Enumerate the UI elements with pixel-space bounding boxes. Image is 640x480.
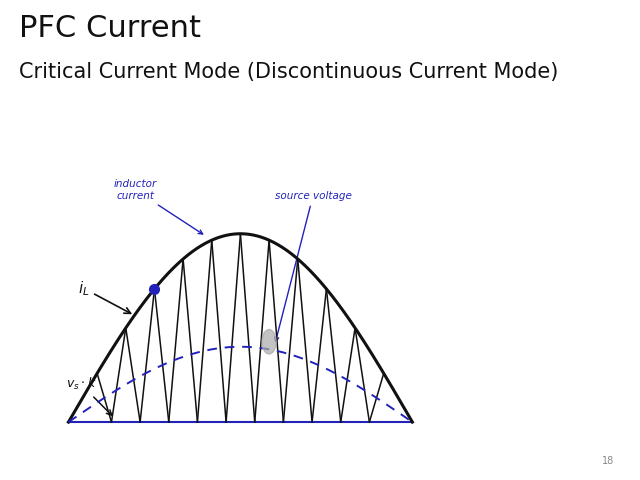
Text: $v_s \cdot k$: $v_s \cdot k$ bbox=[65, 376, 111, 415]
Text: Critical Current Mode (Discontinuous Current Mode): Critical Current Mode (Discontinuous Cur… bbox=[19, 62, 559, 83]
Text: PFC Current: PFC Current bbox=[19, 14, 201, 43]
Text: source voltage: source voltage bbox=[275, 191, 351, 341]
Text: inductor
current: inductor current bbox=[113, 179, 203, 234]
Circle shape bbox=[262, 330, 276, 354]
Text: 18: 18 bbox=[602, 456, 614, 466]
Text: $i_L$: $i_L$ bbox=[78, 279, 131, 313]
